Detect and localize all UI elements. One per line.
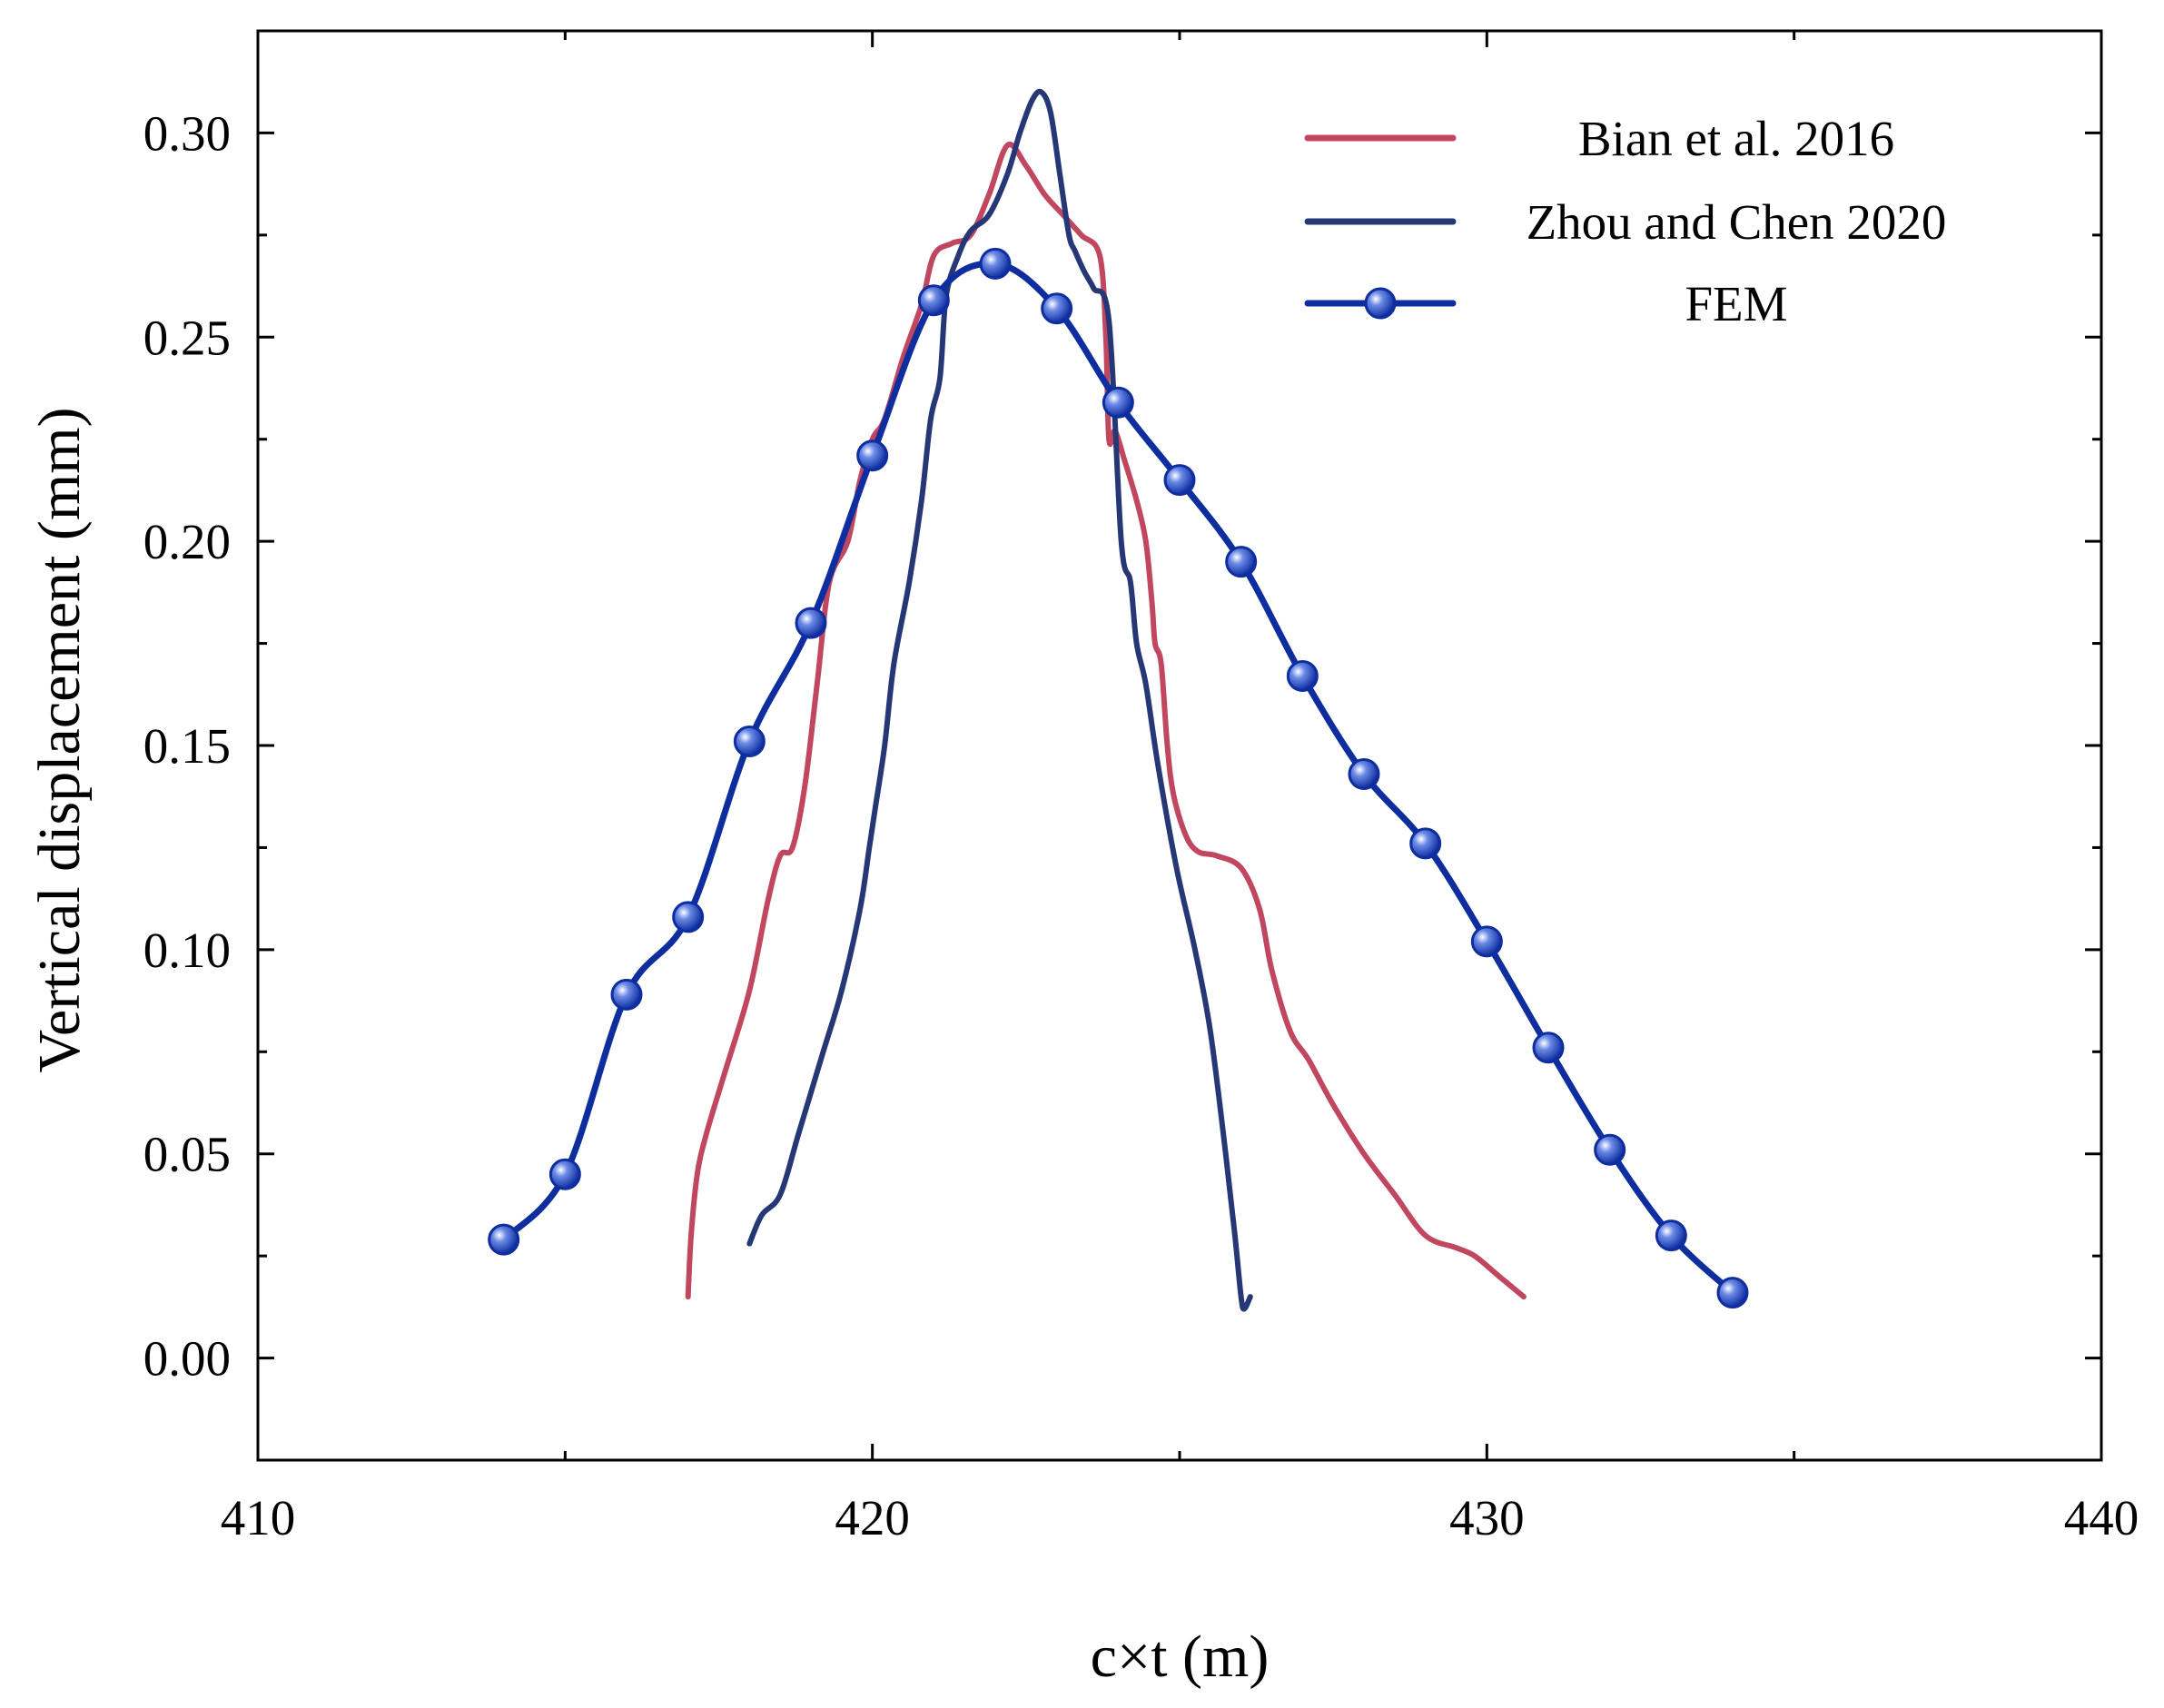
fem-data-point [979, 247, 1012, 280]
y-axis-label: Vertical displacement (mm) [26, 407, 93, 1072]
fem-data-point [488, 1223, 520, 1256]
fem-data-point [1163, 464, 1196, 497]
fem-data-point [672, 901, 705, 933]
series-line-1 [685, 142, 1527, 1300]
x-tick-label: 430 [1449, 1490, 1525, 1545]
y-tick-label: 0.05 [143, 1127, 231, 1182]
y-tick-label: 0.25 [143, 310, 231, 365]
y-tick-label: 0.10 [143, 923, 231, 978]
fem-data-point [1594, 1133, 1626, 1166]
series-line-3 [500, 260, 1736, 1297]
x-tick-label: 420 [835, 1490, 910, 1545]
fem-data-point [1409, 827, 1442, 860]
fem-data-point [1655, 1219, 1687, 1252]
y-tick-label: 0.15 [143, 718, 231, 774]
x-axis-label: c×t (m) [1091, 1624, 1270, 1690]
fem-data-point [548, 1158, 581, 1190]
fem-data-point [1225, 546, 1258, 578]
legend-label-3: FEM [1685, 276, 1787, 331]
fem-data-point [1041, 292, 1073, 325]
y-tick-label: 0.00 [143, 1331, 231, 1387]
x-tick-label: 410 [221, 1490, 296, 1545]
legend-label-2: Zhou and Chen 2020 [1527, 194, 1947, 250]
fem-data-point [1348, 757, 1380, 790]
legend: Bian et al. 2016 Zhou and Chen 2020 FEM [1304, 111, 1947, 331]
fem-data-point [856, 439, 889, 472]
x-tick-label: 440 [2064, 1490, 2139, 1545]
fem-data-point [610, 978, 643, 1011]
fem-data-point [1286, 660, 1319, 693]
fem-data-point [795, 607, 827, 639]
fem-data-point [1532, 1032, 1565, 1064]
series-layer [488, 88, 1749, 1312]
fem-data-point [1102, 386, 1134, 419]
legend-marker [1364, 287, 1397, 320]
fem-data-point [1470, 925, 1503, 958]
y-tick-label: 0.30 [143, 105, 231, 161]
fem-data-point [733, 726, 766, 758]
x-axis: 410 420 430 440 [221, 31, 2139, 1545]
y-axis: 0.00 0.05 0.10 0.15 0.20 0.25 0.30 [143, 105, 2101, 1387]
y-tick-label: 0.20 [143, 514, 231, 569]
series-line-2 [746, 88, 1253, 1312]
legend-label-1: Bian et al. 2016 [1578, 111, 1894, 166]
fem-data-point [917, 284, 950, 317]
fem-data-point [1716, 1277, 1749, 1309]
